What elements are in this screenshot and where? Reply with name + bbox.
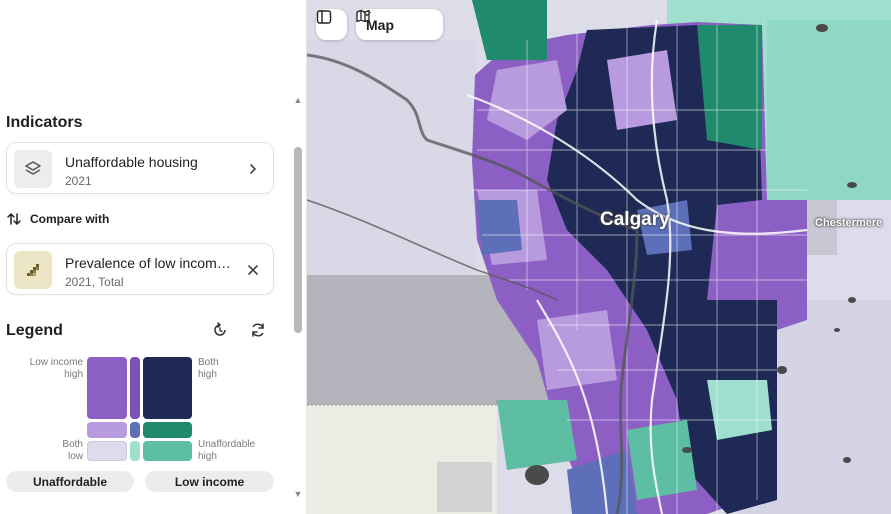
legend-heading: Legend: [6, 322, 63, 339]
rotate-timer-icon[interactable]: [210, 320, 230, 340]
sidebar-panel-icon: [316, 10, 332, 24]
indicator-card[interactable]: Unaffordable housing 2021: [6, 142, 274, 194]
low-income-button[interactable]: Low income: [145, 471, 274, 492]
sidebar-scrollbar-thumb[interactable]: [294, 147, 302, 333]
map-canvas[interactable]: [307, 0, 891, 514]
indicators-heading: Indicators: [6, 114, 83, 131]
compare-sub: 2021, Total: [65, 275, 124, 289]
legend-cell-bottom-left: [87, 441, 127, 461]
legend-label-both-high: Both high: [198, 357, 219, 380]
legend-label-both-low: Both low: [62, 439, 83, 462]
refresh-icon[interactable]: [248, 320, 268, 340]
compare-with-toggle[interactable]: Compare with: [6, 210, 109, 228]
legend-cell-top-mid: [130, 357, 140, 419]
layers-icon: [14, 150, 52, 188]
scroll-up-arrow-icon[interactable]: ▲: [293, 95, 303, 105]
compare-card[interactable]: Prevalence of low income... 2021, Total: [6, 243, 274, 295]
city-label-calgary: Calgary: [600, 209, 670, 230]
scroll-down-arrow-icon[interactable]: ▼: [293, 489, 303, 499]
legend-cell-bottom-mid: [130, 441, 140, 461]
indicator-title: Unaffordable housing: [65, 154, 198, 170]
unaffordable-button[interactable]: Unaffordable: [6, 471, 134, 492]
legend-label-unaffordable-high: Unaffordable high: [198, 439, 256, 462]
legend-cell-mid-right: [143, 422, 192, 438]
map-view[interactable]: Calgary Chestermere Map: [306, 0, 891, 514]
close-icon[interactable]: [243, 260, 263, 280]
swap-arrows-icon: [7, 213, 21, 225]
legend-cell-top-right: [143, 357, 192, 419]
bivariate-swatch-icon: [14, 251, 52, 289]
legend-cell-center: [130, 422, 140, 438]
chevron-right-icon[interactable]: [243, 159, 263, 179]
legend-label-low-income-high: Low income high: [29, 357, 83, 380]
sidebar-toggle-button[interactable]: [316, 9, 347, 40]
legend-tools: [210, 320, 268, 340]
map-view-dropdown[interactable]: Map: [356, 9, 443, 40]
sidebar: Indicators Unaffordable housing 2021 Com…: [0, 0, 288, 514]
legend-cell-bottom-right: [143, 441, 192, 461]
legend-cell-mid-left: [87, 422, 127, 438]
compare-with-label: Compare with: [30, 212, 110, 226]
map-view-label: Map: [366, 16, 394, 33]
legend-cell-top-left: [87, 357, 127, 419]
chevron-down-icon: [363, 11, 371, 17]
indicator-year: 2021: [65, 174, 92, 188]
compare-title: Prevalence of low income...: [65, 255, 235, 271]
town-label-chestermere: Chestermere: [815, 217, 883, 229]
